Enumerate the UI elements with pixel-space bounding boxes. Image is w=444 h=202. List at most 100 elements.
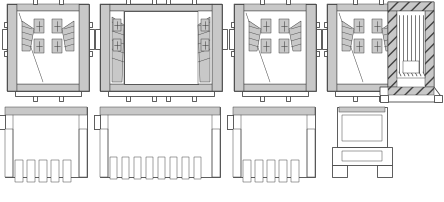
Bar (244, 84, 306, 91)
Bar (409, 22, 412, 27)
Bar (152, 0, 156, 4)
Bar (110, 84, 212, 91)
Bar (146, 157, 153, 179)
Polygon shape (289, 21, 301, 51)
Bar (34, 39, 44, 53)
Bar (337, 107, 387, 147)
Bar (307, 129, 315, 177)
Bar (79, 129, 87, 177)
Bar (15, 160, 23, 182)
Bar (409, 29, 414, 49)
Bar (182, 157, 189, 179)
Bar (100, 107, 220, 115)
Bar (201, 39, 209, 51)
Bar (4, 51, 7, 56)
Bar (337, 84, 399, 91)
Bar (316, 51, 319, 56)
Polygon shape (198, 17, 210, 82)
Bar (100, 129, 108, 177)
Bar (233, 107, 315, 115)
Bar (379, 91, 383, 101)
Bar (243, 160, 251, 182)
Bar (201, 19, 209, 31)
Bar (59, 91, 63, 101)
Bar (279, 19, 289, 33)
Bar (212, 4, 222, 91)
Polygon shape (380, 2, 440, 102)
Bar (89, 51, 92, 56)
Bar (255, 160, 263, 182)
Bar (261, 19, 271, 33)
Bar (332, 165, 347, 177)
Bar (212, 129, 220, 177)
Bar (110, 157, 117, 179)
Bar (316, 22, 319, 27)
Bar (286, 0, 290, 4)
Bar (279, 39, 289, 53)
Bar (5, 107, 87, 115)
Bar (242, 91, 308, 96)
Bar (342, 151, 382, 161)
Bar (51, 160, 59, 182)
Bar (353, 0, 357, 4)
Bar (337, 4, 399, 11)
Bar (152, 91, 156, 101)
Bar (339, 107, 385, 112)
Bar (399, 4, 409, 91)
Bar (260, 91, 264, 101)
Bar (379, 0, 383, 4)
Bar (113, 39, 121, 51)
Bar (332, 147, 392, 165)
Bar (354, 19, 364, 33)
Bar (353, 91, 357, 101)
Bar (327, 4, 337, 91)
Bar (113, 19, 121, 31)
Bar (306, 4, 316, 91)
Bar (17, 84, 79, 91)
Bar (17, 4, 79, 11)
Bar (327, 4, 409, 91)
Bar (15, 91, 81, 96)
Bar (397, 11, 425, 78)
Bar (194, 157, 201, 179)
Bar (267, 160, 275, 182)
Polygon shape (425, 11, 434, 87)
Bar (34, 19, 44, 33)
Bar (59, 0, 63, 4)
Bar (52, 39, 62, 53)
Polygon shape (22, 21, 34, 51)
Bar (377, 165, 392, 177)
Bar (100, 107, 220, 177)
Bar (372, 19, 382, 33)
Bar (52, 19, 62, 33)
Bar (192, 0, 196, 4)
Bar (166, 0, 170, 4)
Bar (89, 29, 94, 49)
Bar (322, 29, 327, 49)
Bar (335, 91, 401, 96)
Polygon shape (382, 21, 394, 51)
Polygon shape (342, 21, 354, 51)
Bar (166, 91, 170, 101)
Bar (27, 160, 35, 182)
Bar (33, 0, 37, 4)
Bar (126, 91, 130, 101)
Bar (110, 11, 124, 84)
Bar (324, 22, 327, 27)
Bar (17, 11, 79, 84)
Bar (170, 157, 177, 179)
Bar (2, 29, 7, 49)
Bar (222, 29, 227, 49)
Bar (33, 91, 37, 101)
Bar (126, 0, 130, 4)
Bar (316, 29, 321, 49)
Bar (108, 91, 214, 96)
Bar (233, 129, 241, 177)
Bar (342, 115, 382, 141)
Bar (286, 91, 290, 101)
Bar (95, 29, 100, 49)
Bar (260, 0, 264, 4)
Bar (134, 157, 141, 179)
Bar (279, 160, 287, 182)
Bar (434, 95, 442, 102)
